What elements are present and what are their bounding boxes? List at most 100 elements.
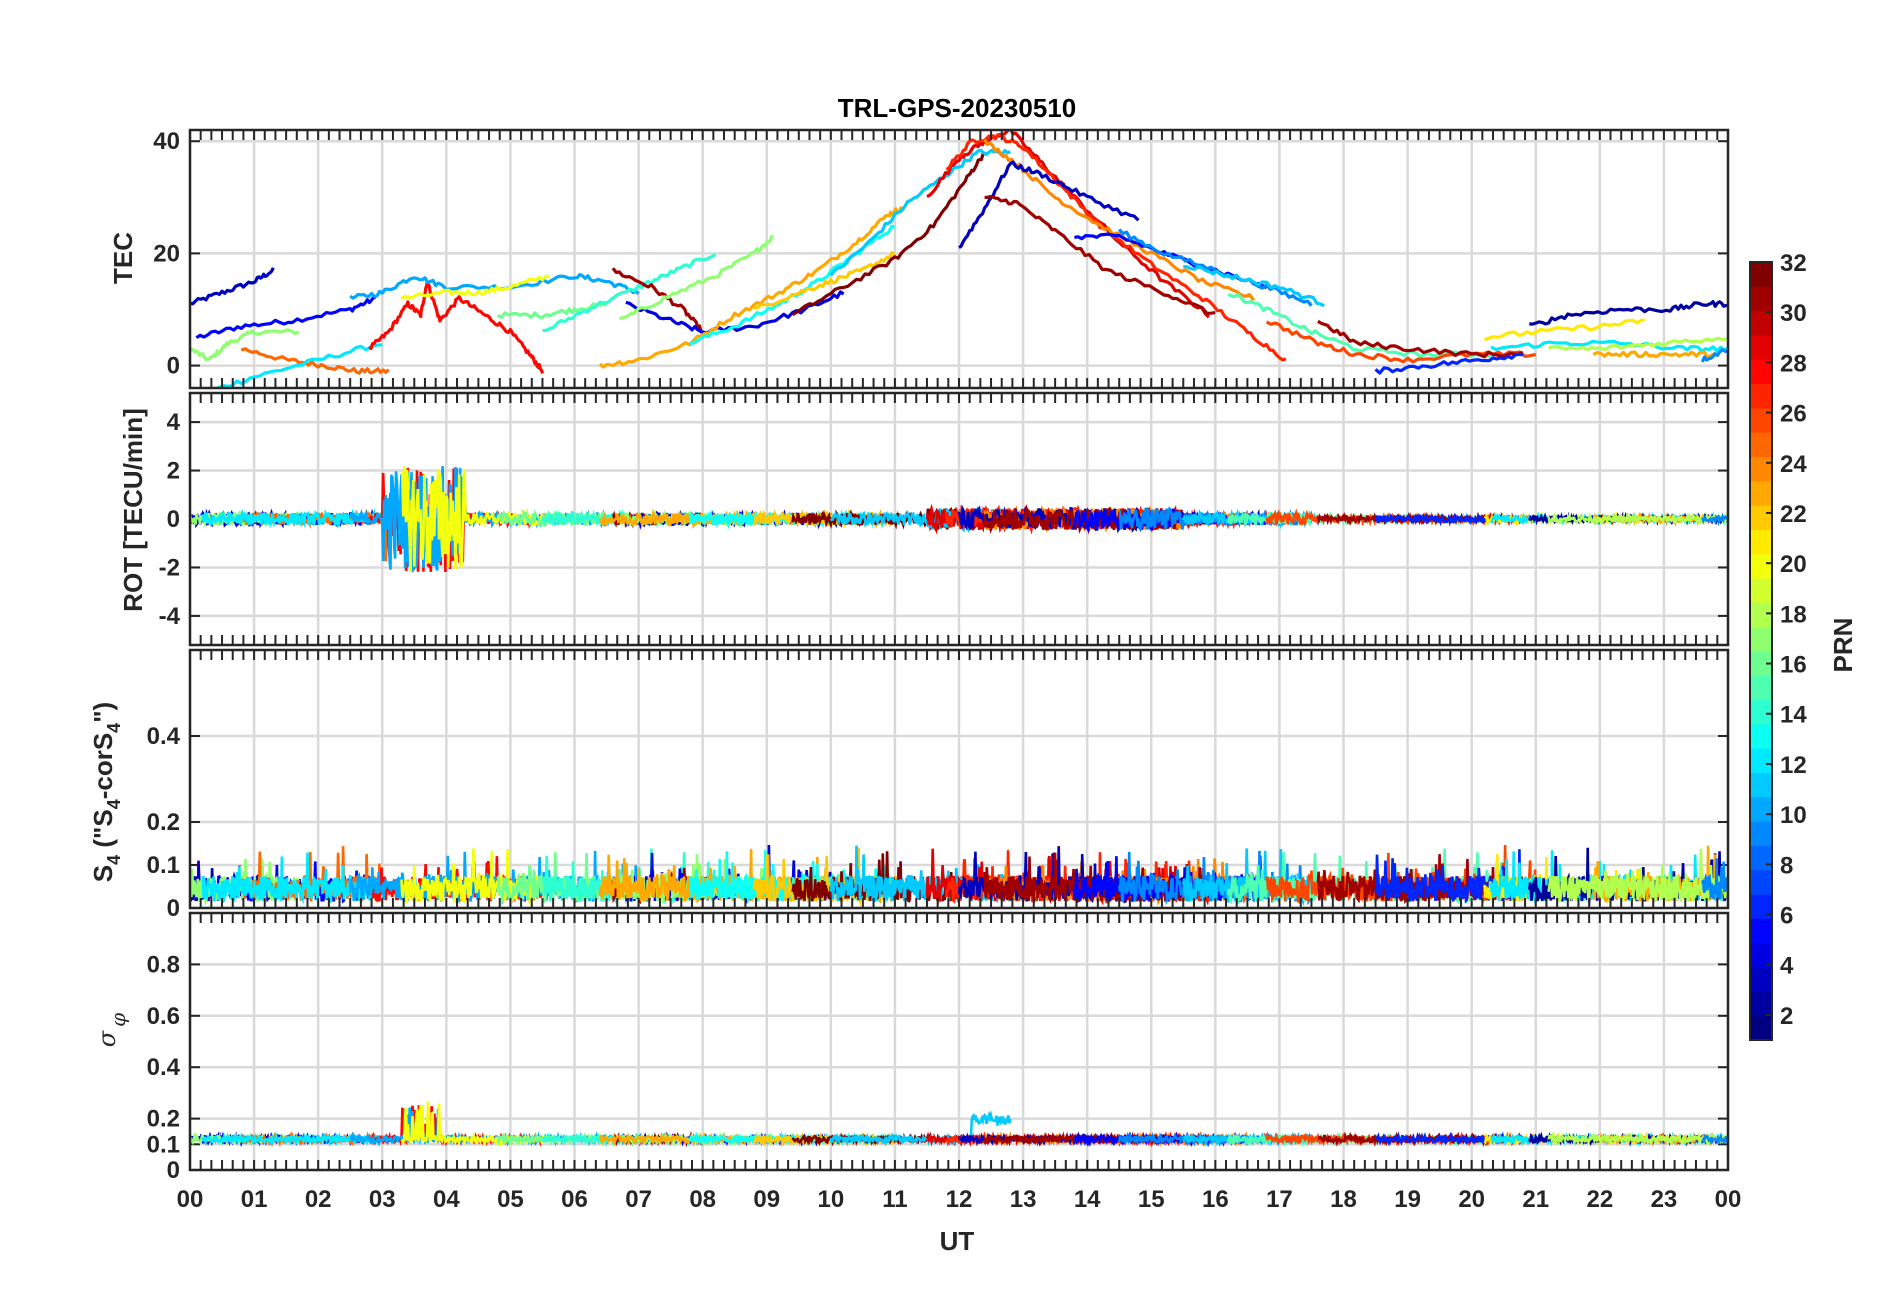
tec-series-12 (618, 234, 775, 321)
tec-series-2 (190, 328, 300, 362)
rot-ytick-label-0: -4 (159, 603, 181, 630)
colorbar-tick-label-5: 12 (1780, 752, 1807, 779)
tec-series-28 (1317, 319, 1524, 359)
x-tick-label-3: 03 (369, 1186, 396, 1213)
colorbar-segment-4 (1750, 918, 1772, 944)
x-tick-label-23: 23 (1651, 1186, 1678, 1213)
colorbar-tick-label-8: 18 (1780, 601, 1807, 628)
colorbar-segment-19 (1750, 553, 1772, 579)
tec-ytick-label-2: 40 (153, 128, 180, 155)
panel-tec: 0 20 40 (153, 128, 1730, 390)
colorbar-segment-0 (1750, 1015, 1772, 1041)
colorbar-segment-13 (1750, 699, 1772, 725)
rot-ytick-label-4: 4 (167, 409, 181, 436)
s4-ylabel-mid: -corS (88, 733, 118, 799)
colorbar-segment-31 (1750, 262, 1772, 287)
colorbar-tick-label-0: 2 (1780, 1003, 1793, 1030)
sigma-series-35 (1701, 1132, 1728, 1145)
colorbar-tick-label-6: 14 (1780, 702, 1807, 729)
colorbar-segment-1 (1750, 991, 1772, 1017)
x-tick-label-11: 11 (882, 1186, 907, 1213)
colorbar-label: PRN (1828, 618, 1858, 673)
tec-series-7 (400, 274, 550, 300)
sigma-ytick-label-4: 0.6 (147, 1003, 180, 1030)
colorbar-tick-label-11: 24 (1780, 451, 1807, 478)
s4-ylabel-sub-3: 4 (104, 723, 124, 733)
sigma-frame (188, 911, 1730, 1172)
tec-ylabel: TEC (108, 232, 138, 284)
colorbar-segment-20 (1750, 529, 1772, 555)
colorbar-segment-5 (1750, 894, 1772, 919)
colorbar-segment-9 (1750, 796, 1772, 822)
x-axis-label: UT (940, 1226, 975, 1256)
colorbar-segment-6 (1750, 869, 1772, 895)
tec-series-6 (349, 273, 640, 300)
x-tick-label-4: 04 (433, 1186, 460, 1213)
colorbar-tick-label-14: 30 (1780, 300, 1807, 327)
tec-ytick-label-1: 20 (153, 240, 180, 267)
tec-frame (188, 128, 1730, 390)
colorbar-tick-label-13: 28 (1780, 350, 1807, 377)
colorbar-tick-label-10: 22 (1780, 501, 1807, 528)
sigma-series-17 (829, 1110, 1012, 1147)
colorbar-tick-label-12: 26 (1780, 401, 1807, 428)
colorbar-tick-label-3: 8 (1780, 852, 1793, 879)
panel-sigma: 00.10.2 0.4 0.6 0.8 (147, 911, 1730, 1184)
colorbar-segment-21 (1750, 505, 1772, 530)
tec-series-25 (1183, 265, 1325, 308)
tec-series-16 (791, 152, 986, 317)
x-tick-label-16: 16 (1202, 1186, 1229, 1213)
tec-series-21 (958, 160, 1140, 249)
tec-series-1 (195, 295, 377, 340)
colorbar-segment-15 (1750, 651, 1772, 676)
sigma-ylabel: σφ (93, 1013, 130, 1047)
rot-ylabel: ROT [TECU/min] (118, 408, 148, 612)
sigma-series-34 (1547, 1131, 1728, 1147)
colorbar-segment-28 (1750, 334, 1772, 360)
colorbar-tick-label-15: 32 (1780, 250, 1807, 277)
sigma-ylabel-main: σ (93, 1030, 121, 1047)
tec-series-33 (1592, 350, 1716, 359)
s4-series-35 (1701, 858, 1728, 901)
colorbar-segment-22 (1750, 480, 1772, 506)
x-tick-label-13: 13 (1010, 1186, 1037, 1213)
chart-title: TRL-GPS-20230510 (838, 93, 1076, 123)
tec-series-13 (598, 206, 903, 369)
colorbar-tick-label-2: 6 (1780, 903, 1793, 930)
colorbar-segment-8 (1750, 821, 1772, 846)
colorbar-tick-label-4: 10 (1780, 802, 1807, 829)
tec-series-18 (926, 130, 1211, 319)
rot-series-7 (400, 466, 551, 573)
tec-series-27 (1265, 320, 1537, 364)
rot-series-34 (1547, 511, 1728, 527)
tec-series-31 (1490, 339, 1728, 353)
sigma-ytick-label-5: 0.8 (147, 951, 180, 978)
s4-ytick-label-3: 0.4 (147, 723, 181, 750)
colorbar-segment-10 (1750, 772, 1772, 798)
colorbar-segment-16 (1750, 626, 1772, 652)
x-tick-label-0: 00 (177, 1186, 204, 1213)
x-tick-label-1: 01 (241, 1186, 268, 1213)
colorbar-segment-25 (1750, 407, 1772, 433)
s4-ylabel-close: ") (88, 702, 118, 723)
rot-ytick-label-1: -2 (159, 554, 180, 581)
s4-ylabel-sub-1: 4 (104, 855, 124, 865)
x-tick-label-20: 20 (1458, 1186, 1485, 1213)
tec-series-22 (984, 195, 1216, 315)
tec-ytick-label-0: 0 (167, 353, 180, 380)
s4-ylabel-sub-2: 4 (104, 799, 124, 809)
colorbar-segment-26 (1750, 383, 1772, 409)
s4-ytick-label-2: 0.2 (147, 809, 180, 836)
s4-ylabel-main: S (88, 865, 118, 882)
colorbar-segment-23 (1750, 456, 1772, 482)
tec-series-34 (1548, 336, 1728, 352)
x-tick-label-6: 06 (561, 1186, 588, 1213)
colorbar-segment-7 (1750, 845, 1772, 871)
rot-ytick-label-3: 2 (167, 458, 180, 485)
colorbar-segment-18 (1750, 578, 1772, 603)
colorbar-segment-27 (1750, 359, 1772, 385)
x-tick-label-2: 02 (305, 1186, 332, 1213)
x-tick-label-19: 19 (1394, 1186, 1421, 1213)
